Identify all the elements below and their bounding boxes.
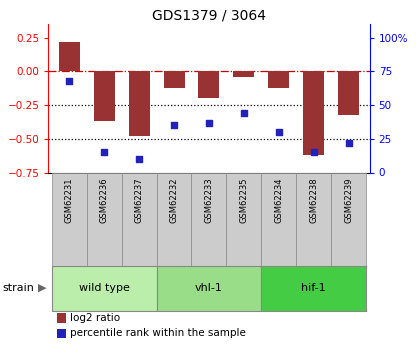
Text: GSM62236: GSM62236 bbox=[100, 177, 109, 223]
Text: wild type: wild type bbox=[79, 283, 130, 293]
Point bbox=[171, 122, 177, 128]
Text: GSM62232: GSM62232 bbox=[170, 177, 178, 223]
Text: log2 ratio: log2 ratio bbox=[70, 313, 120, 323]
Bar bbox=[338, 71, 359, 115]
Bar bbox=[52, 172, 87, 266]
Text: hif-1: hif-1 bbox=[302, 283, 326, 293]
Text: vhl-1: vhl-1 bbox=[195, 283, 223, 293]
Bar bbox=[157, 172, 192, 266]
Bar bbox=[303, 71, 324, 155]
Text: percentile rank within the sample: percentile rank within the sample bbox=[70, 328, 246, 338]
Text: GSM62231: GSM62231 bbox=[65, 177, 74, 223]
Text: GSM62233: GSM62233 bbox=[205, 177, 213, 223]
Bar bbox=[59, 42, 80, 71]
Text: strain: strain bbox=[2, 283, 34, 293]
Bar bbox=[268, 71, 289, 88]
Bar bbox=[163, 71, 184, 88]
Bar bbox=[192, 172, 226, 266]
Bar bbox=[331, 172, 366, 266]
Bar bbox=[261, 266, 366, 311]
Text: GSM62238: GSM62238 bbox=[309, 177, 318, 223]
Text: ▶: ▶ bbox=[38, 283, 46, 293]
Title: GDS1379 / 3064: GDS1379 / 3064 bbox=[152, 9, 266, 23]
Bar bbox=[199, 71, 219, 98]
Point bbox=[66, 78, 73, 83]
Point bbox=[206, 120, 213, 125]
Bar bbox=[52, 266, 157, 311]
Text: GSM62235: GSM62235 bbox=[239, 177, 248, 223]
Bar bbox=[87, 172, 122, 266]
Bar bbox=[261, 172, 296, 266]
Bar bbox=[226, 172, 261, 266]
Bar bbox=[129, 71, 150, 136]
Bar bbox=[234, 71, 255, 77]
Point bbox=[101, 149, 108, 155]
Bar bbox=[122, 172, 157, 266]
Bar bbox=[296, 172, 331, 266]
Point bbox=[136, 156, 142, 162]
Point bbox=[241, 110, 247, 116]
Point bbox=[276, 129, 282, 135]
Point bbox=[310, 149, 317, 155]
Bar bbox=[157, 266, 261, 311]
Text: GSM62234: GSM62234 bbox=[274, 177, 284, 223]
Text: GSM62237: GSM62237 bbox=[134, 177, 144, 223]
Bar bbox=[94, 71, 115, 121]
Point bbox=[345, 140, 352, 146]
Text: GSM62239: GSM62239 bbox=[344, 177, 353, 223]
